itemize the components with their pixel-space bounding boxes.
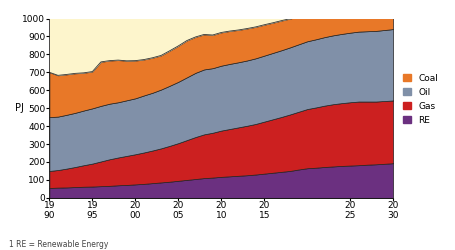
Text: 1 RE = Renewable Energy: 1 RE = Renewable Energy bbox=[9, 240, 108, 249]
Y-axis label: PJ: PJ bbox=[15, 103, 24, 113]
Legend: Coal, Oil, Gas, RE: Coal, Oil, Gas, RE bbox=[401, 72, 440, 126]
